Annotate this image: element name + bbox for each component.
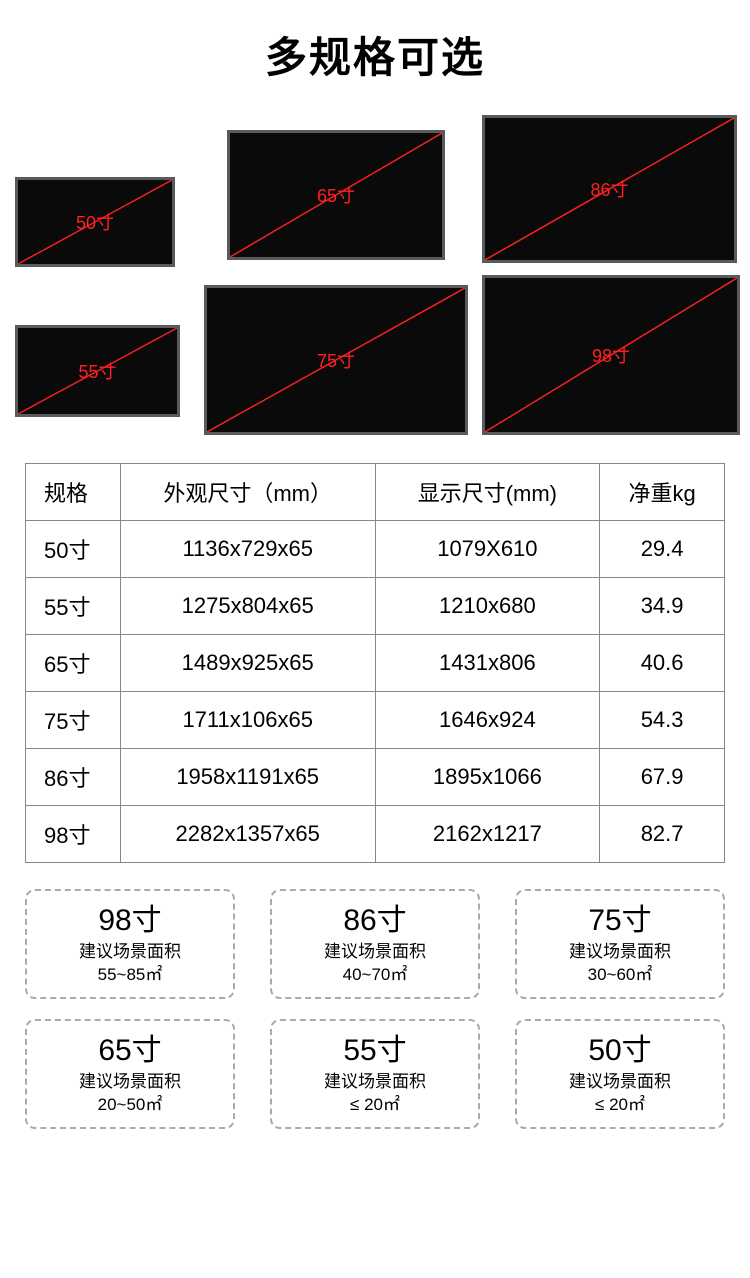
scene-card-size: 75寸	[517, 901, 723, 942]
table-cell: 2162x1217	[375, 806, 600, 863]
table-header-cell: 外观尺寸（mm）	[120, 464, 375, 521]
scene-card-label: 建议场景面积	[27, 1071, 233, 1094]
table-cell: 1136x729x65	[120, 521, 375, 578]
scene-card-label: 建议场景面积	[517, 1071, 723, 1094]
page-title: 多规格可选	[0, 0, 750, 115]
scene-card: 98寸建议场景面积55~85㎡	[25, 889, 235, 999]
scene-card: 50寸建议场景面积≤ 20㎡	[515, 1019, 725, 1129]
scene-card-area: ≤ 20㎡	[517, 1094, 723, 1117]
table-row: 98寸2282x1357x652162x121782.7	[26, 806, 725, 863]
scene-card-area: 30~60㎡	[517, 964, 723, 987]
table-cell: 1711x106x65	[120, 692, 375, 749]
panel-size-label: 55寸	[78, 358, 116, 384]
table-header-cell: 规格	[26, 464, 121, 521]
scene-card: 65寸建议场景面积20~50㎡	[25, 1019, 235, 1129]
table-cell: 2282x1357x65	[120, 806, 375, 863]
table-cell: 86寸	[26, 749, 121, 806]
table-cell: 50寸	[26, 521, 121, 578]
table-cell: 65寸	[26, 635, 121, 692]
table-row: 86寸1958x1191x651895x106667.9	[26, 749, 725, 806]
table-row: 75寸1711x106x651646x92454.3	[26, 692, 725, 749]
table-header-row: 规格外观尺寸（mm）显示尺寸(mm)净重kg	[26, 464, 725, 521]
scene-cards-area: 98寸建议场景面积55~85㎡86寸建议场景面积40~70㎡75寸建议场景面积3…	[25, 889, 725, 1129]
display-panel: 75寸	[204, 285, 468, 435]
table-cell: 1646x924	[375, 692, 600, 749]
table-cell: 67.9	[600, 749, 725, 806]
table-cell: 34.9	[600, 578, 725, 635]
scene-card-label: 建议场景面积	[27, 941, 233, 964]
scene-card-size: 55寸	[272, 1031, 478, 1072]
table-cell: 82.7	[600, 806, 725, 863]
scene-card: 86寸建议场景面积40~70㎡	[270, 889, 480, 999]
table-cell: 1895x1066	[375, 749, 600, 806]
scene-card-size: 98寸	[27, 901, 233, 942]
table-cell: 1489x925x65	[120, 635, 375, 692]
table-header-cell: 净重kg	[600, 464, 725, 521]
panel-size-label: 75寸	[317, 347, 355, 373]
scene-card-size: 65寸	[27, 1031, 233, 1072]
table-row: 55寸1275x804x651210x68034.9	[26, 578, 725, 635]
display-panel: 86寸	[482, 115, 737, 263]
scene-card-area: ≤ 20㎡	[272, 1094, 478, 1117]
table-cell: 1275x804x65	[120, 578, 375, 635]
scene-card-area: 55~85㎡	[27, 964, 233, 987]
table-header-cell: 显示尺寸(mm)	[375, 464, 600, 521]
panel-size-label: 65寸	[317, 182, 355, 208]
scene-card-area: 40~70㎡	[272, 964, 478, 987]
panel-size-label: 98寸	[592, 342, 630, 368]
table-row: 65寸1489x925x651431x80640.6	[26, 635, 725, 692]
table-row: 50寸1136x729x651079X61029.4	[26, 521, 725, 578]
scene-card-label: 建议场景面积	[517, 941, 723, 964]
scene-card-size: 86寸	[272, 901, 478, 942]
table-cell: 55寸	[26, 578, 121, 635]
scene-card-label: 建议场景面积	[272, 941, 478, 964]
scene-card: 75寸建议场景面积30~60㎡	[515, 889, 725, 999]
panel-size-label: 86寸	[590, 176, 628, 202]
scene-card-area: 20~50㎡	[27, 1094, 233, 1117]
display-panel: 98寸	[482, 275, 740, 435]
display-panel: 55寸	[15, 325, 180, 417]
panel-size-label: 50寸	[76, 209, 114, 235]
table-cell: 40.6	[600, 635, 725, 692]
table-cell: 1431x806	[375, 635, 600, 692]
display-panel: 65寸	[227, 130, 445, 260]
table-cell: 1210x680	[375, 578, 600, 635]
table-cell: 98寸	[26, 806, 121, 863]
table-cell: 1079X610	[375, 521, 600, 578]
scene-card-size: 50寸	[517, 1031, 723, 1072]
table-cell: 54.3	[600, 692, 725, 749]
table-cell: 1958x1191x65	[120, 749, 375, 806]
display-panel: 50寸	[15, 177, 175, 267]
scene-card-label: 建议场景面积	[272, 1071, 478, 1094]
table-cell: 75寸	[26, 692, 121, 749]
display-panels-area: 50寸 55寸 65寸 75寸 86寸 98寸	[0, 115, 750, 445]
scene-card: 55寸建议场景面积≤ 20㎡	[270, 1019, 480, 1129]
spec-table: 规格外观尺寸（mm）显示尺寸(mm)净重kg 50寸1136x729x65107…	[25, 463, 725, 863]
table-cell: 29.4	[600, 521, 725, 578]
